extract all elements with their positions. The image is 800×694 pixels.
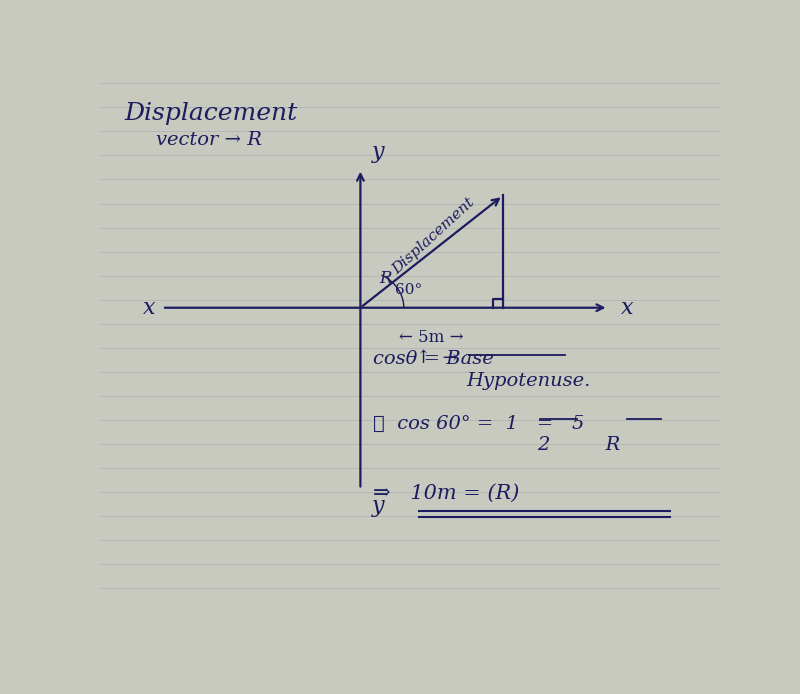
Text: ← 5m →: ← 5m →: [399, 329, 464, 346]
Text: x: x: [621, 297, 634, 319]
Text: 60°: 60°: [394, 283, 422, 297]
Text: ⇒   10m = (R): ⇒ 10m = (R): [373, 484, 519, 503]
Text: vector → R: vector → R: [156, 131, 262, 149]
Text: y: y: [371, 142, 384, 164]
Text: ∴  cos 60° =  1   =   5: ∴ cos 60° = 1 = 5: [373, 414, 584, 432]
Text: Hypotenuse.: Hypotenuse.: [466, 372, 590, 390]
Text: cosθ = Base: cosθ = Base: [373, 350, 494, 369]
Text: Displacement: Displacement: [125, 102, 298, 125]
Text: R: R: [379, 270, 391, 287]
Text: 2         R: 2 R: [537, 436, 620, 454]
Text: Displacement: Displacement: [390, 195, 477, 277]
Text: ↑  →: ↑ →: [416, 350, 458, 368]
Text: y: y: [371, 495, 384, 517]
Text: x: x: [143, 297, 156, 319]
